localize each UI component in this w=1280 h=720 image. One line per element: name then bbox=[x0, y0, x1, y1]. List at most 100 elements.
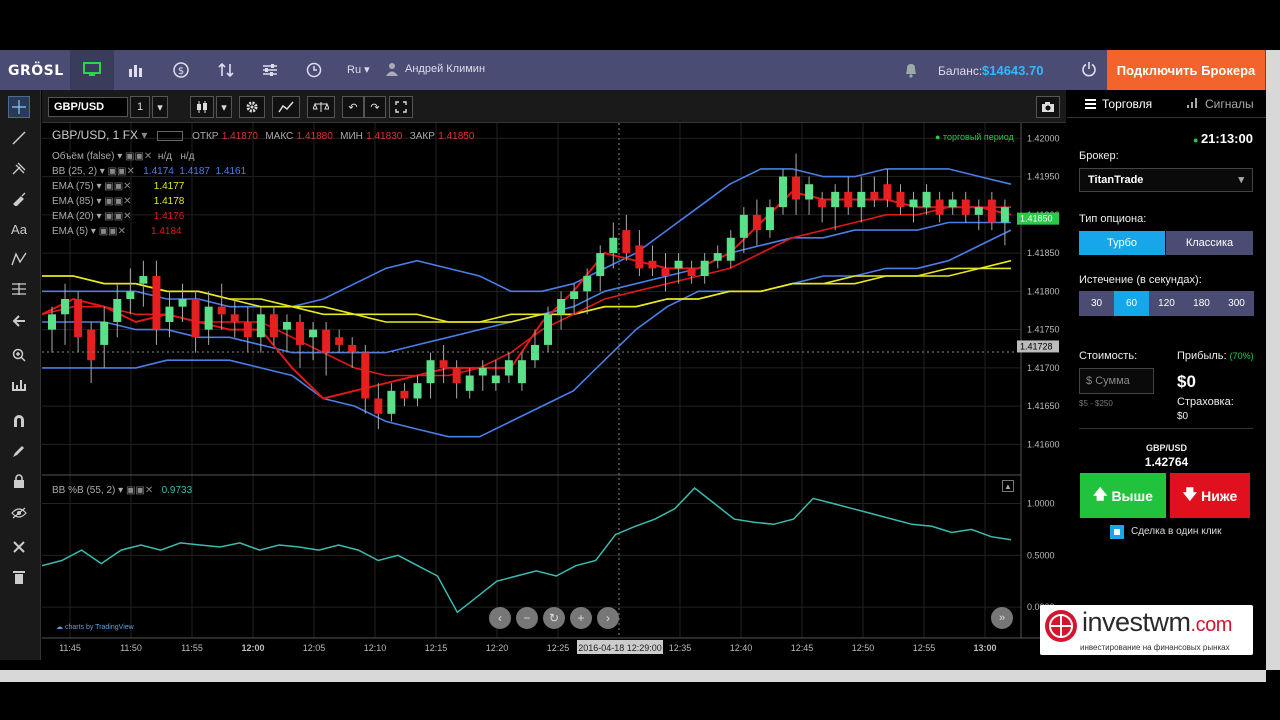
option-turbo-button[interactable]: Турбо bbox=[1079, 231, 1165, 255]
magnet-icon[interactable] bbox=[8, 410, 30, 432]
trash-icon[interactable] bbox=[8, 566, 30, 588]
indicator-bb[interactable]: BB (25, 2) ▾ ▣▣✕ 1.4174 1.4187 1.4161 bbox=[52, 166, 247, 177]
indicator-ema85[interactable]: EMA (85) ▾ ▣▣✕ 1.4178 bbox=[52, 196, 185, 207]
candle-body bbox=[113, 299, 122, 322]
pattern-tool-icon[interactable] bbox=[8, 248, 30, 270]
time-tick-label: 11:55 bbox=[181, 643, 203, 653]
nav-clock-icon[interactable] bbox=[292, 50, 336, 90]
chart-type-dropdown-icon[interactable]: ▾ bbox=[216, 96, 232, 118]
screenshot-camera-icon[interactable] bbox=[1036, 96, 1060, 118]
legend-symbol-title[interactable]: GBP/USD, 1 FX bbox=[52, 128, 139, 142]
tools-icon[interactable] bbox=[8, 536, 30, 558]
broker-label: Брокер: bbox=[1079, 150, 1119, 162]
indicators-icon[interactable] bbox=[272, 96, 300, 118]
measure-icon[interactable] bbox=[8, 373, 30, 395]
indicator-volume[interactable]: Объём (false) ▾ ▣▣✕ н/д н/д bbox=[52, 151, 195, 162]
expiry-180-button[interactable]: 180 bbox=[1184, 291, 1219, 316]
indicator-list: Объём (false) ▾ ▣▣✕ н/д н/д BB (25, 2) ▾… bbox=[52, 149, 246, 239]
zoom-icon[interactable] bbox=[8, 344, 30, 366]
legend-dropdown-icon[interactable]: ▾ bbox=[141, 128, 148, 142]
oscillator-line bbox=[41, 486, 1012, 614]
oneclick-checkbox[interactable] bbox=[1110, 525, 1124, 539]
candle-type-icon[interactable] bbox=[190, 96, 214, 118]
legend-settings-icon[interactable] bbox=[156, 130, 183, 141]
osc-tick-label: 1.0000 bbox=[1027, 499, 1055, 509]
candle-body bbox=[570, 291, 579, 299]
tradingview-credit[interactable]: ☁ charts by TradingView bbox=[56, 624, 134, 631]
nav-sliders-icon[interactable] bbox=[248, 50, 292, 90]
connect-broker-button[interactable]: Подключить Брокера bbox=[1107, 50, 1265, 90]
oscillator-legend[interactable]: BB %B (55, 2) ▾ ▣▣✕ 0.9733 bbox=[52, 485, 193, 496]
text-tool-icon[interactable]: Aa bbox=[11, 221, 27, 237]
expiry-120-button[interactable]: 120 bbox=[1149, 291, 1184, 316]
cost-range: $5 - $250 bbox=[1079, 399, 1113, 408]
interval-select[interactable]: 1 bbox=[130, 96, 150, 118]
cost-input[interactable]: $ Сумма bbox=[1079, 368, 1154, 394]
candle-body bbox=[1000, 207, 1009, 223]
interval-dropdown-icon[interactable]: ▾ bbox=[152, 96, 168, 118]
compare-scales-icon[interactable] bbox=[307, 96, 335, 118]
chart-canvas[interactable]: 1.420001.419501.419001.418501.418001.417… bbox=[41, 123, 1066, 660]
pencil-icon[interactable] bbox=[8, 440, 30, 462]
user-name[interactable]: Андрей Климин bbox=[405, 63, 486, 75]
hide-eye-icon[interactable] bbox=[8, 502, 30, 524]
page-vertical-scrollbar[interactable] bbox=[1266, 50, 1280, 670]
indicator-ema5[interactable]: EMA (5) ▾ ▣▣✕ 1.4184 bbox=[52, 226, 182, 237]
zoom-in-icon[interactable]: + bbox=[570, 607, 592, 629]
candle-body bbox=[805, 184, 814, 200]
maximize-pane-icon[interactable]: ▲ bbox=[1002, 480, 1014, 492]
investwm-watermark: investwm.com инвестирование на финансовы… bbox=[1040, 605, 1253, 655]
scroll-to-end-icon[interactable]: » bbox=[991, 607, 1013, 629]
option-classic-button[interactable]: Классика bbox=[1166, 231, 1253, 255]
pitchfork-tool-icon[interactable] bbox=[8, 157, 30, 179]
indicator-ema20[interactable]: EMA (20) ▾ ▣▣✕ 1.4176 bbox=[52, 211, 185, 222]
candle-body bbox=[230, 314, 239, 322]
buy-higher-button[interactable]: 🡅 Выше bbox=[1080, 473, 1166, 518]
expiry-300-button[interactable]: 300 bbox=[1219, 291, 1254, 316]
page-horizontal-scrollbar[interactable] bbox=[0, 670, 1266, 682]
zoom-out-icon[interactable]: − bbox=[516, 607, 538, 629]
candle-body bbox=[426, 360, 435, 384]
fib-tool-icon[interactable] bbox=[8, 278, 30, 300]
settings-gear-icon[interactable] bbox=[239, 96, 265, 118]
indicator-ema75[interactable]: EMA (75) ▾ ▣▣✕ 1.4177 bbox=[52, 181, 185, 192]
candle-body bbox=[778, 176, 787, 208]
expiry-60-button[interactable]: 60 bbox=[1114, 291, 1149, 316]
panel-tabs: Торговля Сигналы bbox=[1067, 90, 1266, 118]
language-selector[interactable]: Ru ▾ bbox=[347, 64, 370, 76]
power-icon[interactable] bbox=[1081, 61, 1097, 82]
broker-select[interactable]: TitanTrade ▾ bbox=[1079, 168, 1253, 192]
nav-sort-arrows-icon[interactable] bbox=[204, 50, 248, 90]
fullscreen-icon[interactable] bbox=[389, 96, 413, 118]
nav-chart-bars-icon[interactable] bbox=[114, 50, 158, 90]
candle-body bbox=[530, 344, 539, 361]
reset-icon[interactable]: ↻ bbox=[543, 607, 565, 629]
trend-line-tool-icon[interactable] bbox=[8, 127, 30, 149]
undo-icon[interactable]: ↶ bbox=[342, 96, 364, 118]
candle-body bbox=[713, 253, 722, 261]
candle-body bbox=[374, 398, 383, 414]
redo-icon[interactable]: ↷ bbox=[364, 96, 386, 118]
notifications-bell-icon[interactable] bbox=[904, 62, 918, 83]
scroll-right-icon[interactable]: › bbox=[597, 607, 619, 629]
pair-name: GBP/USD bbox=[1145, 443, 1187, 453]
series-line bbox=[42, 168, 1012, 308]
nav-trading-monitor-icon[interactable] bbox=[70, 50, 114, 90]
scroll-left-icon[interactable]: ‹ bbox=[489, 607, 511, 629]
sell-lower-button[interactable]: 🡇 Ниже bbox=[1170, 473, 1250, 518]
high-label: МАКС bbox=[265, 131, 294, 142]
tab-signals[interactable]: Сигналы bbox=[1187, 90, 1254, 118]
nav-dollar-icon[interactable]: $ bbox=[159, 50, 203, 90]
tab-trade[interactable]: Торговля bbox=[1085, 90, 1152, 118]
crosshair-price-label: 1.41728 bbox=[1020, 341, 1053, 351]
symbol-input[interactable]: GBP/USD bbox=[48, 97, 128, 117]
trading-period-label: ● торговый период bbox=[935, 132, 1014, 142]
crosshair-tool-icon[interactable] bbox=[8, 96, 30, 118]
candle-body bbox=[335, 337, 344, 345]
candle-body bbox=[961, 199, 970, 215]
expiry-30-button[interactable]: 30 bbox=[1079, 291, 1114, 316]
price-chart[interactable]: 1.420001.419501.419001.418501.418001.417… bbox=[41, 123, 1066, 660]
brush-tool-icon[interactable] bbox=[8, 188, 30, 210]
back-arrow-icon[interactable] bbox=[8, 310, 30, 332]
lock-icon[interactable] bbox=[8, 470, 30, 492]
